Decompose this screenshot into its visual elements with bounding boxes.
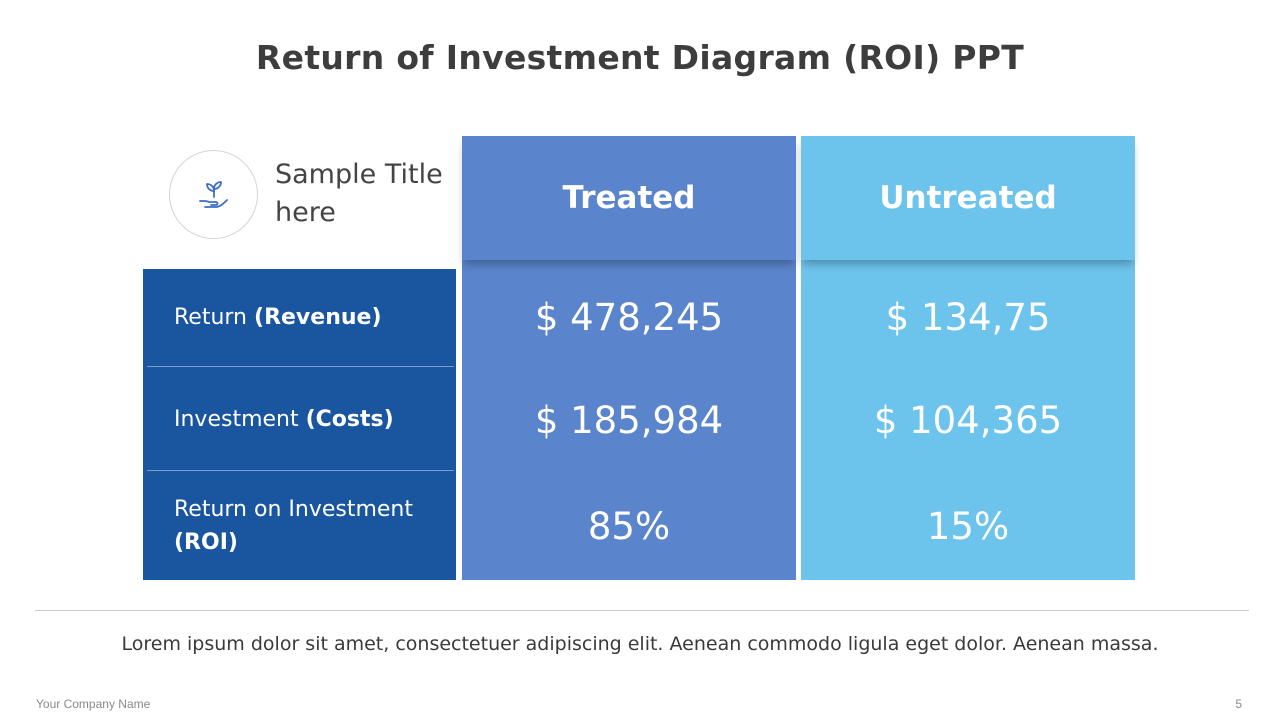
footer-company-name: Your Company Name (36, 697, 151, 711)
row-label-text: Investment (174, 406, 299, 432)
row-divider (147, 470, 454, 471)
untreated-roi-value: 15% (926, 504, 1010, 548)
row-labels-column: Return (Revenue) Investment (Costs) Retu… (143, 269, 456, 580)
untreated-header: Untreated (801, 136, 1135, 260)
row-label-bold: (Costs) (305, 406, 394, 432)
row-label-text: Return on Investment (174, 496, 414, 522)
treated-column: Treated $ 478,245 $ 185,984 85% (462, 136, 796, 580)
row-label-bold: (Revenue) (254, 305, 382, 330)
row-label-costs: Investment (Costs) (147, 367, 454, 471)
treated-header: Treated (462, 136, 796, 260)
page-number: 5 (1235, 697, 1242, 711)
untreated-column: Untreated $ 134,75 $ 104,365 15% (801, 136, 1135, 580)
row-label-roi: Return on Investment (ROI) (147, 471, 454, 580)
row-label-bold: (ROI) (174, 529, 238, 555)
caption-text: Lorem ipsum dolor sit amet, consectetuer… (121, 633, 1159, 655)
untreated-costs-value: $ 104,365 (873, 398, 1063, 442)
caption-divider (35, 610, 1249, 611)
untreated-revenue-value: $ 134,75 (885, 296, 1051, 339)
treated-costs-value: $ 185,984 (534, 398, 724, 442)
sample-title: Sample Title here (275, 159, 443, 228)
plant-in-hand-icon (169, 150, 258, 239)
treated-revenue-value: $ 478,245 (534, 296, 724, 339)
row-label-revenue: Return (Revenue) (147, 269, 454, 366)
row-label-text: Return (174, 305, 248, 330)
slide-title: Return of Investment Diagram (ROI) PPT (255, 38, 1025, 77)
row-divider (147, 366, 454, 367)
treated-roi-value: 85% (587, 504, 671, 548)
